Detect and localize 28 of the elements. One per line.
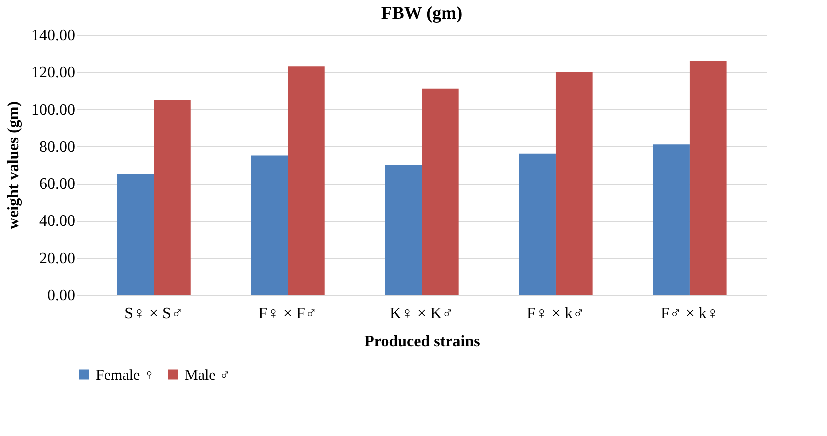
x-tick-label: S♀ × S♂	[124, 306, 184, 322]
x-axis-title: Produced strains	[364, 334, 480, 350]
bar	[117, 174, 154, 295]
y-tick-label: 0.00	[48, 288, 76, 304]
y-tick-label: 60.00	[40, 176, 76, 194]
bar	[251, 156, 288, 295]
y-tick-label: 80.00	[40, 138, 76, 156]
chart-title: FBW (gm)	[381, 3, 463, 23]
y-axis-title: weight values (gm)	[6, 102, 22, 230]
y-tick-label: 40.00	[40, 213, 76, 230]
y-tick-label: 120.00	[32, 64, 76, 82]
bar	[154, 100, 191, 295]
x-tick-label: F♀ × F♂	[258, 306, 318, 322]
bar	[288, 66, 325, 295]
bar	[556, 72, 593, 295]
y-tick-label: 140.00	[32, 28, 76, 44]
x-tick-label: K♀ × K♂	[390, 306, 454, 322]
bar	[653, 144, 690, 295]
bar	[690, 61, 727, 295]
bar	[385, 165, 422, 295]
x-tick-label: F♂ × k♀	[661, 306, 719, 322]
y-tick-label: 100.00	[32, 102, 76, 119]
y-tick-label: 20.00	[40, 250, 76, 268]
legend-label: Male ♂	[185, 368, 231, 384]
x-tick-label: F♀ × k♂	[527, 306, 585, 322]
bar	[422, 88, 459, 295]
legend-label: Female ♀	[96, 368, 156, 384]
bar	[519, 154, 556, 295]
